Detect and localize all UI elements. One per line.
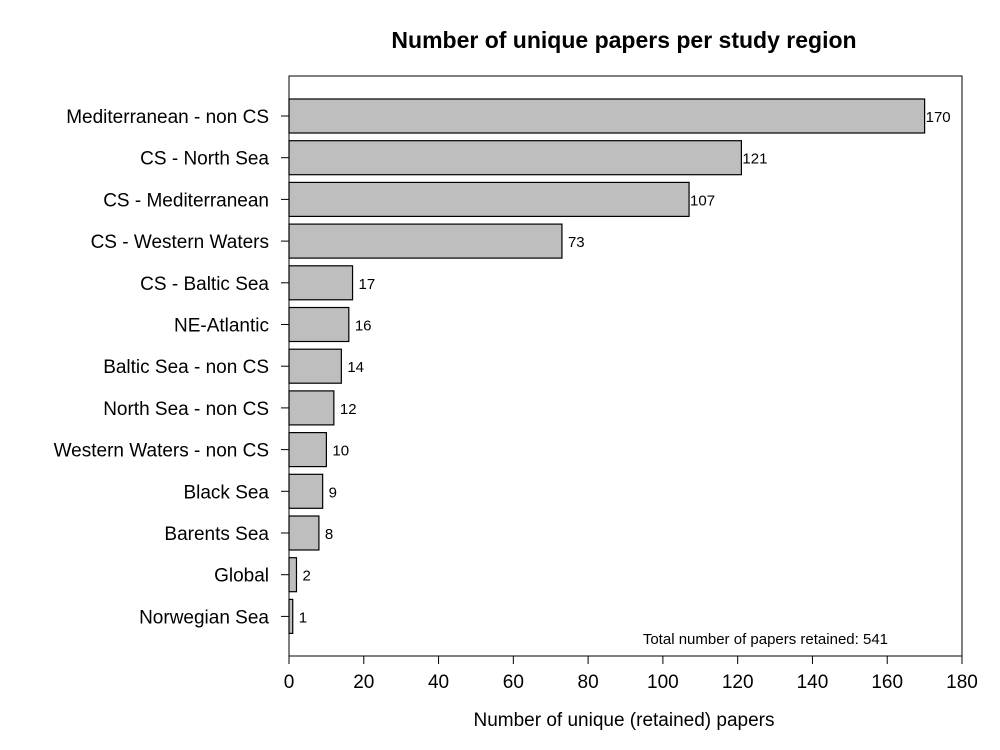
value-label: 121 [742, 151, 767, 168]
chart-title: Number of unique papers per study region [391, 27, 856, 53]
bar [288, 223, 563, 259]
x-axis-title: Number of unique (retained) papers [473, 710, 774, 731]
x-tick-label: 0 [284, 672, 295, 693]
bar [288, 348, 342, 384]
value-label: 12 [340, 401, 357, 418]
bars-group [288, 98, 926, 635]
value-label: 14 [347, 359, 364, 376]
bar [288, 390, 335, 426]
bar [288, 140, 743, 176]
value-label: 170 [926, 109, 951, 126]
value-label: 16 [355, 318, 372, 335]
value-labels: 170 121 107 73 17 16 14 12 10 9 8 2 1 [299, 109, 951, 626]
x-tick-label: 160 [871, 672, 903, 693]
category-label: Norwegian Sea [139, 607, 269, 628]
bar [288, 515, 320, 551]
x-tick-label: 100 [647, 672, 679, 693]
x-tick-label: 80 [578, 672, 599, 693]
category-label: NE-Atlantic [174, 316, 269, 337]
category-label: Barents Sea [164, 524, 269, 545]
category-label: CS - Mediterranean [103, 190, 269, 211]
value-label: 73 [568, 234, 585, 251]
value-label: 9 [329, 484, 337, 501]
x-tick-label: 120 [722, 672, 754, 693]
value-label: 8 [325, 526, 333, 543]
category-label: CS - North Sea [140, 149, 269, 170]
value-label: 2 [302, 568, 310, 585]
bar [288, 181, 690, 217]
value-label: 17 [359, 276, 376, 293]
bar [288, 306, 350, 343]
value-label: 107 [690, 192, 715, 209]
x-tick-label: 40 [428, 672, 449, 693]
category-label: Global [214, 566, 269, 587]
category-label: CS - Western Waters [91, 232, 269, 253]
category-label: Baltic Sea - non CS [103, 357, 269, 378]
category-label: Western Waters - non CS [54, 441, 269, 462]
x-tick-label: 20 [353, 672, 374, 693]
bar [288, 557, 298, 593]
value-label: 1 [299, 609, 307, 626]
category-label: Mediterranean - non CS [66, 107, 269, 128]
bar [288, 473, 324, 509]
bar [288, 598, 294, 635]
bar [288, 98, 926, 134]
value-label: 10 [332, 443, 349, 460]
category-labels: Mediterranean - non CS CS - North Sea CS -… [54, 107, 289, 628]
x-axis: 0 20 40 60 80 100 120 140 160 180 [284, 656, 978, 693]
total-papers-note: Total number of papers retained: 541 [643, 631, 888, 648]
bar [288, 265, 354, 301]
category-label: North Sea - non CS [103, 399, 269, 420]
category-label: CS - Baltic Sea [140, 274, 269, 295]
x-tick-label: 140 [797, 672, 829, 693]
x-tick-label: 60 [503, 672, 524, 693]
x-tick-label: 180 [946, 672, 978, 693]
bar [288, 432, 327, 468]
category-label: Black Sea [183, 482, 269, 503]
